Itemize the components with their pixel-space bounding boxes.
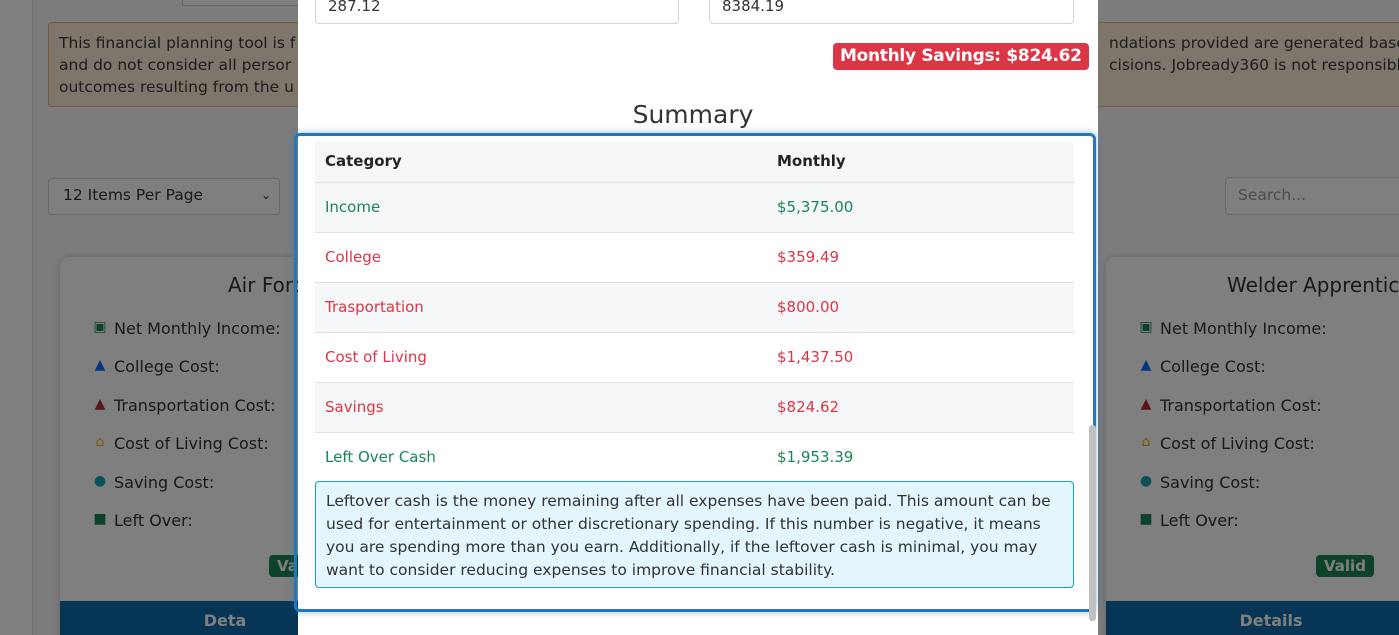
summary-table: Category Monthly Income $5,375.00 Colleg… (315, 141, 1074, 483)
table-row: Cost of Living $1,437.50 (315, 332, 1074, 383)
row-category: Savings (315, 382, 761, 433)
amount-input-1[interactable]: 287.12 (315, 0, 679, 24)
row-category: Cost of Living (315, 332, 761, 383)
row-monthly: $1,437.50 (761, 332, 1074, 383)
leftover-info-alert: Leftover cash is the money remaining aft… (315, 481, 1074, 588)
table-header-row: Category Monthly (315, 141, 1074, 183)
modal-scrollbar[interactable] (1089, 425, 1096, 621)
table-row: Trasportation $800.00 (315, 282, 1074, 333)
row-category: Trasportation (315, 282, 761, 333)
summary-focus-frame (294, 133, 1096, 612)
row-category: College (315, 232, 761, 283)
column-header-monthly: Monthly (761, 141, 1074, 183)
column-header-category: Category (315, 141, 761, 183)
monthly-savings-badge: Monthly Savings: $824.62 (833, 43, 1089, 70)
row-monthly: $359.49 (761, 232, 1074, 283)
row-category: Income (315, 182, 761, 233)
table-row: Savings $824.62 (315, 382, 1074, 433)
table-row: Income $5,375.00 (315, 182, 1074, 233)
row-monthly: $1,953.39 (761, 432, 1074, 483)
summary-heading: Summary (632, 100, 754, 129)
amount-input-2[interactable]: 8384.19 (709, 0, 1074, 24)
summary-modal: 287.12 8384.19 Monthly Savings: $824.62 … (294, 0, 1098, 635)
row-monthly: $5,375.00 (761, 182, 1074, 233)
table-row: College $359.49 (315, 232, 1074, 283)
row-monthly: $800.00 (761, 282, 1074, 333)
row-monthly: $824.62 (761, 382, 1074, 433)
row-category: Left Over Cash (315, 432, 761, 483)
table-row: Left Over Cash $1,953.39 (315, 432, 1074, 483)
